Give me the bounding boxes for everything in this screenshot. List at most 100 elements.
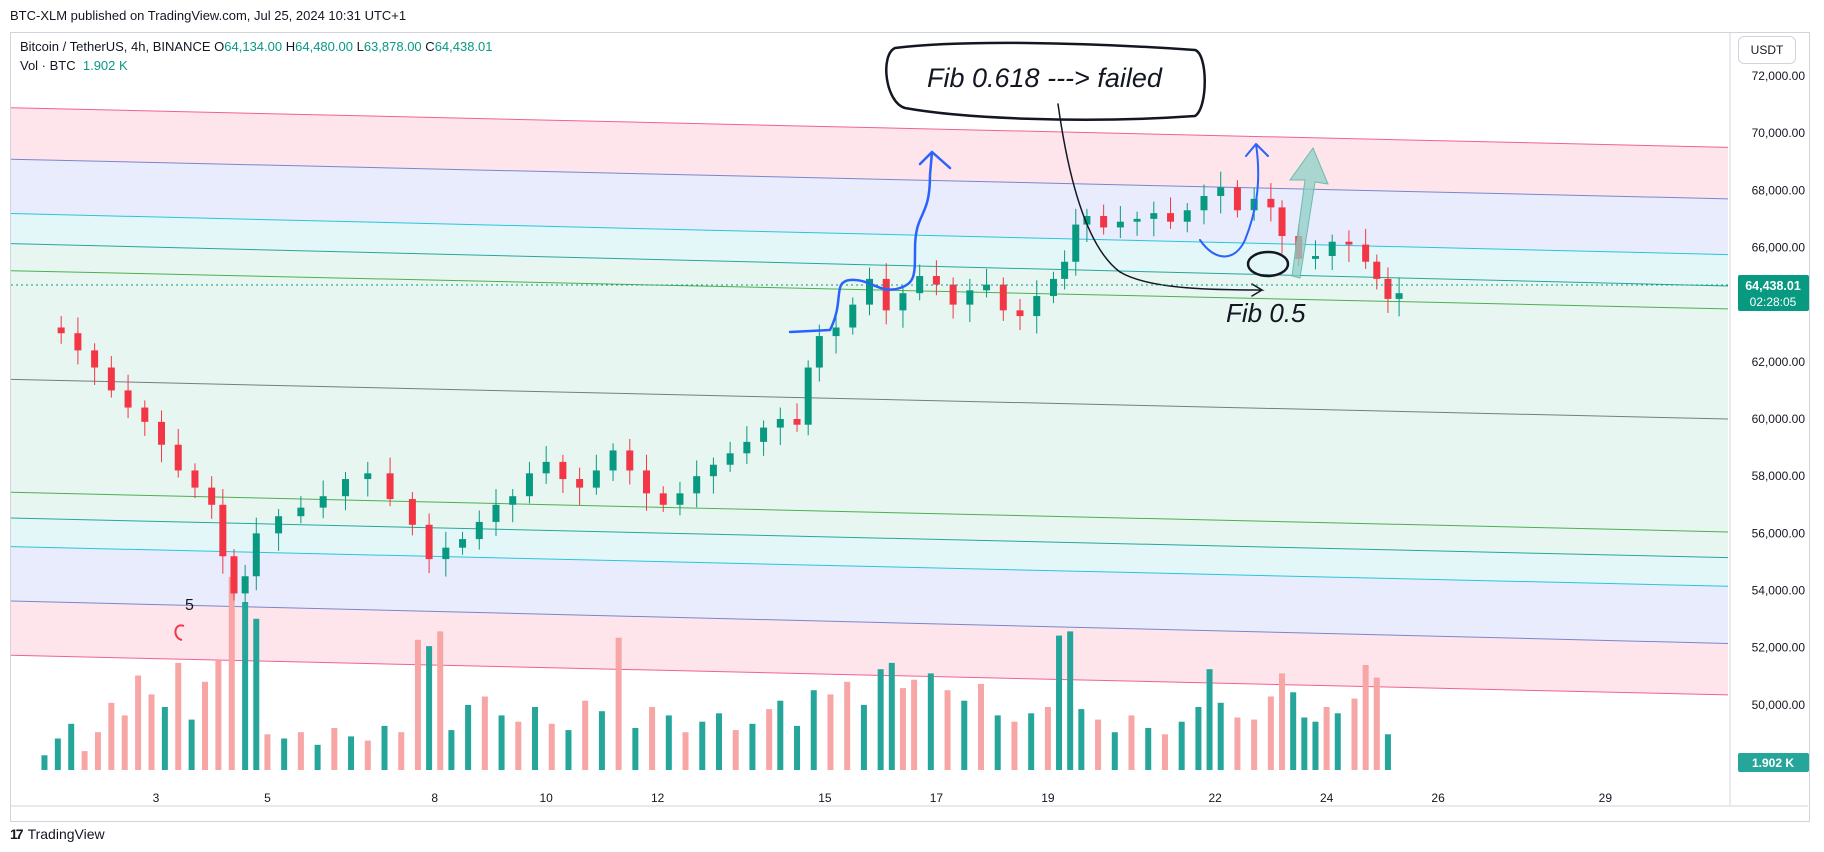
time-tick-label: 22 — [1208, 791, 1222, 805]
volume-bar — [121, 715, 128, 770]
volume-bar — [532, 707, 539, 770]
volume-bar — [1217, 702, 1224, 770]
price-tick-label: 72,000.00 — [1752, 69, 1806, 83]
volume-bar — [1056, 635, 1063, 770]
volume-bar — [108, 702, 115, 770]
volume-bar — [1334, 713, 1341, 770]
volume-bar — [481, 696, 488, 770]
volume-bar — [1323, 707, 1330, 770]
volume-bar — [515, 721, 522, 770]
volume-label[interactable]: Vol · BTC — [20, 58, 76, 73]
candle-body — [107, 367, 115, 391]
volume-bar — [297, 732, 304, 770]
candle-body — [1278, 207, 1286, 237]
volume-bar — [1044, 707, 1051, 770]
volume-bar — [632, 728, 639, 770]
channel-line — [11, 491, 1728, 533]
volume-bar — [548, 723, 555, 770]
volume-bar — [1195, 707, 1202, 770]
candle-body — [408, 499, 416, 525]
volume-bar — [426, 646, 433, 770]
volume-bar — [465, 704, 472, 770]
candle-body — [609, 450, 617, 471]
volume-bar — [68, 723, 75, 770]
brand-name: TradingView — [27, 826, 105, 842]
volume-bar — [94, 732, 101, 770]
symbol-name[interactable]: Bitcoin / TetherUS, 4h, BINANCE — [20, 39, 211, 54]
volume-bar — [911, 679, 918, 770]
candle-body — [576, 479, 584, 488]
channel-line — [11, 213, 1728, 256]
candle-body — [174, 444, 182, 471]
volume-bar — [314, 744, 321, 770]
candle-body — [899, 293, 907, 311]
candle-body — [492, 504, 500, 522]
candle-body — [676, 493, 684, 505]
volume-bar — [381, 725, 388, 770]
close-value: 64,438.01 — [434, 39, 493, 54]
currency-button[interactable]: USDT — [1738, 36, 1796, 64]
candle-body — [1311, 256, 1319, 259]
candle-body — [341, 479, 349, 497]
candle-body — [1362, 244, 1370, 262]
time-tick-label: 12 — [651, 791, 665, 805]
candle-body — [1016, 310, 1024, 317]
candle-body — [804, 367, 812, 425]
candle-body — [1061, 261, 1069, 279]
candle-body — [1328, 241, 1336, 257]
channel-line — [11, 378, 1728, 420]
volume-bar — [81, 751, 88, 770]
candle-body — [999, 284, 1007, 311]
candle-body — [726, 453, 734, 465]
chart-frame[interactable] — [10, 32, 1810, 822]
price-tick-label: 56,000.00 — [1752, 526, 1806, 540]
price-axis[interactable]: 48,000.0050,000.0052,000.0054,000.0056,0… — [1729, 33, 1806, 805]
callout-arrow — [1057, 103, 1265, 297]
time-tick-label: 17 — [930, 791, 944, 805]
volume-bar — [977, 683, 984, 770]
candle-body — [592, 470, 600, 488]
candle-body — [475, 521, 483, 540]
tradingview-brand[interactable]: 17 TradingView — [10, 826, 105, 842]
volume-bar — [228, 576, 235, 770]
volume-bar — [1312, 721, 1319, 770]
volume-bar — [682, 732, 689, 770]
candle-body — [832, 327, 840, 337]
time-tick-label: 10 — [539, 791, 553, 805]
candle-body — [916, 276, 924, 294]
candle-body — [849, 304, 857, 328]
channel-band — [11, 600, 1728, 695]
price-tick-label: 52,000.00 — [1752, 641, 1806, 655]
candle-body — [230, 556, 238, 594]
channel-band — [11, 270, 1728, 419]
volume-bar — [264, 734, 271, 770]
volume-bar — [437, 631, 444, 770]
time-tick-label: 26 — [1431, 791, 1445, 805]
candle-body — [74, 333, 82, 351]
volume-bar — [1011, 721, 1018, 770]
volume-bar — [699, 721, 706, 770]
high-label: H — [285, 39, 296, 54]
candle-body — [1345, 241, 1353, 245]
candle-body — [459, 539, 467, 548]
candle-body — [1150, 213, 1158, 219]
candle-body — [1033, 296, 1041, 317]
candle-body — [1183, 210, 1191, 222]
candle-body — [208, 487, 216, 505]
channel-line — [11, 654, 1728, 696]
blue-bounce-path — [1199, 143, 1269, 258]
candle-body — [1395, 293, 1403, 299]
candle-body — [1200, 195, 1208, 211]
price-tick-label: 54,000.00 — [1752, 584, 1806, 598]
volume-bar — [1384, 734, 1391, 770]
volume-bar — [1095, 719, 1102, 770]
channel-line — [11, 600, 1728, 644]
volume-bar — [598, 711, 605, 770]
candle-body — [643, 470, 651, 494]
time-tick-label: 24 — [1320, 791, 1334, 805]
volume-bar — [961, 700, 968, 770]
candle-body — [1072, 224, 1080, 262]
time-axis[interactable]: 3 5 8 10 12 15 17 19 22 24 26 29 — [11, 791, 1808, 807]
channel-line — [11, 107, 1728, 148]
